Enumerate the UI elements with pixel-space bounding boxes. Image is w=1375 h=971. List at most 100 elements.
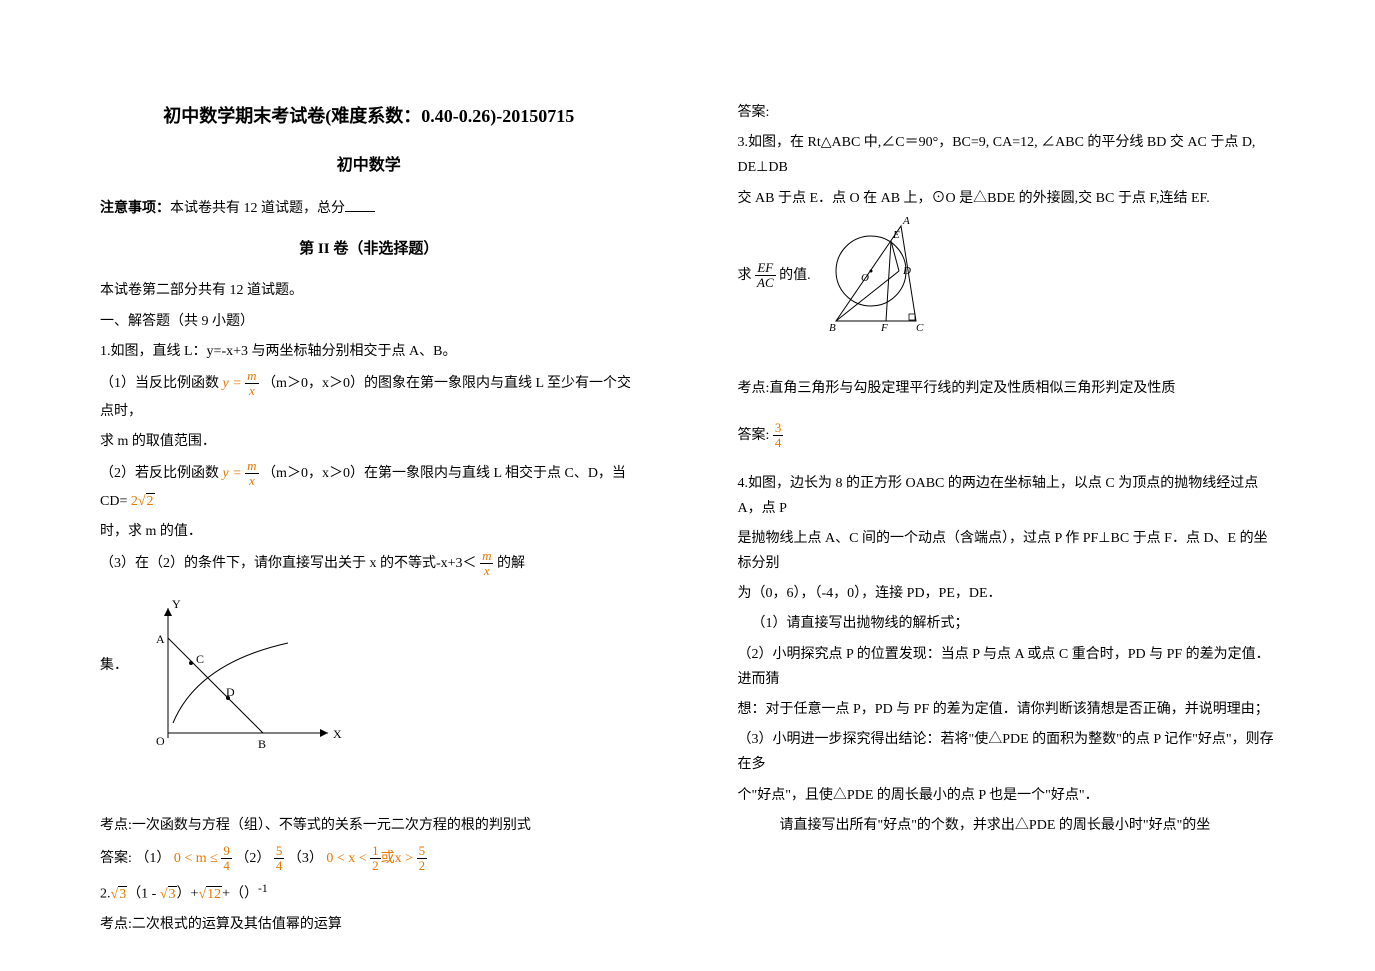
- q2-pre: 2.: [100, 887, 111, 902]
- x-den3: x: [480, 564, 493, 578]
- g2-a: A: [902, 216, 910, 227]
- x-den: x: [245, 384, 258, 398]
- g2-c: C: [916, 322, 924, 334]
- q4-stem2: 是抛物线上点 A、C 间的一个动点（含端点），过点 P 作 PF⊥BC 于点 F…: [738, 526, 1276, 576]
- sqrt3a: 3: [118, 886, 127, 902]
- q4-p1: （1）请直接写出抛物线的解析式；: [752, 611, 1276, 636]
- n12: 1: [370, 844, 381, 859]
- q4-p2a: （2）小明探究点 P 的位置发现：当点 P 与点 A 或点 C 重合时，PD 与…: [738, 642, 1276, 692]
- label-x: X: [333, 727, 342, 741]
- ac-den: AC: [755, 276, 776, 290]
- n52: 5: [417, 844, 428, 859]
- q1-p3-end: 的解: [497, 556, 525, 571]
- q1-part3: （3）在（2）的条件下，请你直接写出关于 x 的不等式-x+3＜ m x 的解: [100, 549, 638, 579]
- n94: 9: [221, 844, 232, 859]
- label-c: C: [196, 652, 204, 666]
- m-num3: m: [480, 549, 493, 564]
- q4-p3a: （3）小明进一步探究得出结论：若将"使△PDE 的面积为整数"的点 P 记作"好…: [738, 727, 1276, 777]
- g2-e: E: [892, 229, 900, 241]
- ineq3a: 0 < x <: [326, 851, 366, 866]
- frac94: 94: [221, 844, 232, 874]
- n54: 5: [274, 844, 285, 859]
- g2-d: D: [902, 265, 911, 277]
- q1-part1: （1）当反比例函数 y = m x （m＞0，x＞0）的图象在第一象限内与直线 …: [100, 369, 638, 424]
- frac34: 3 4: [773, 421, 784, 451]
- frac54: 54: [274, 844, 285, 874]
- ineq1: 0 < m ≤: [174, 851, 218, 866]
- q1-p2-end: 时，求 m 的值．: [100, 519, 638, 544]
- right-column: 答案: 3.如图，在 Rt△ABC 中,∠C＝90°，BC=9, CA=12, …: [688, 0, 1375, 971]
- q2-b: ）+: [177, 887, 199, 902]
- label-a: A: [156, 632, 165, 646]
- d52: 2: [417, 859, 428, 873]
- part-a-header: 一、解答题（共 9 小题）: [100, 309, 638, 334]
- find-post: 的值.: [779, 268, 811, 283]
- sqrt12: 12: [206, 886, 222, 902]
- y-eq: y =: [223, 376, 242, 391]
- q2-stem: 2.3（1 - 3）+12+（）-1: [100, 878, 638, 907]
- q4-p3b: 个"好点"，且使△PDE 的周长最小的点 P 也是一个"好点"．: [738, 783, 1276, 808]
- q1-stem: 1.如图，直线 L：y=-x+3 与两坐标轴分别相交于点 A、B。: [100, 339, 638, 364]
- exam-title: 初中数学期末考试卷(难度系数：0.40-0.26)-20150715: [100, 100, 638, 132]
- q3-stem: 3.如图，在 Rt△ABC 中,∠C＝90°，BC=9, CA=12, ∠ABC…: [738, 130, 1276, 180]
- q2-exp: -1: [258, 882, 268, 895]
- label-y: Y: [172, 597, 181, 611]
- q2-c: +（）: [222, 887, 258, 902]
- g2-b: B: [829, 322, 836, 334]
- ans3-pre: （3）: [288, 851, 323, 866]
- q3-graph: A B C D E F O: [811, 216, 951, 336]
- q2-sqrt12: 12: [198, 887, 222, 902]
- ef-num: EF: [755, 261, 776, 276]
- q1-topic: 考点:一次函数与方程（组）、不等式的关系一元二次方程的根的判别式: [100, 813, 638, 838]
- q3-answer: 答案: 3 4: [738, 421, 1276, 451]
- q2-a: （1 -: [127, 887, 160, 902]
- q3-topic: 考点:直角三角形与勾股定理平行线的判定及性质相似三角形判定及性质: [738, 376, 1276, 401]
- ans1-val: 0 < m ≤ 94: [174, 851, 235, 866]
- g2-f: F: [880, 322, 888, 334]
- m-num: m: [245, 369, 258, 384]
- q1-p2-pre: （2）若反比例函数: [100, 466, 219, 481]
- find-pre: 求: [738, 268, 752, 283]
- notice-line: 注意事项：本试卷共有 12 道试题，总分: [100, 196, 638, 221]
- frac52: 52: [417, 844, 428, 874]
- y-eq2: y =: [223, 466, 242, 481]
- q3-find-row: 求 EF AC 的值. A B C D E F O: [738, 216, 1276, 336]
- ans-label2: 答案:: [738, 428, 770, 443]
- q1-graph: Y X O A B C D: [128, 593, 348, 763]
- frac-m-x2: m x: [245, 459, 258, 489]
- exam-subtitle: 初中数学: [100, 152, 638, 181]
- q1-formula2: y = m x: [223, 466, 263, 481]
- frac-ef-ac: EF AC: [755, 261, 776, 291]
- q3-find: 求 EF AC 的值.: [738, 261, 811, 291]
- n34: 3: [773, 421, 784, 436]
- or-word: 或: [381, 851, 395, 866]
- ans-label: 答案:: [100, 851, 132, 866]
- frac-m-x3: m x: [480, 549, 493, 579]
- section-ii-intro: 本试卷第二部分共有 12 道试题。: [100, 278, 638, 303]
- q1-answer: 答案: （1） 0 < m ≤ 94 （2） 54 （3） 0 < x < 12…: [100, 844, 638, 874]
- d34: 4: [773, 436, 784, 450]
- ans-top: 答案:: [738, 100, 1276, 125]
- frac12: 12: [370, 844, 381, 874]
- d12: 2: [370, 859, 381, 873]
- sqrt3b: 3: [168, 886, 177, 902]
- g2-o: O: [861, 272, 869, 284]
- q1-p1-end: 求 m 的取值范围．: [100, 429, 638, 454]
- d54: 4: [274, 859, 285, 873]
- q1-p3-pre: （3）在（2）的条件下，请你直接写出关于 x 的不等式-x+3＜: [100, 556, 477, 571]
- q1-part2: （2）若反比例函数 y = m x （m＞0，x＞0）在第一象限内与直线 L 相…: [100, 459, 638, 514]
- q2-topic: 考点:二次根式的运算及其估值幂的运算: [100, 912, 638, 937]
- d94: 4: [221, 859, 232, 873]
- set-word: 集．: [100, 583, 128, 678]
- ans2-pre: （2）: [235, 851, 270, 866]
- graph-row: 集． Y X O A B C D: [100, 583, 638, 773]
- q3-stem-a: 3.如图，在 Rt△ABC 中,∠C＝90°，BC=9, CA=12, ∠ABC…: [738, 135, 1256, 175]
- q4-p3c: 请直接写出所有"好点"的个数，并求出△PDE 的周长最小时"好点"的坐: [780, 813, 1276, 838]
- ans3-val: 0 < x < 12或x > 52: [326, 851, 427, 866]
- ans1-pre: （1）: [135, 851, 170, 866]
- blank-line: [345, 211, 375, 212]
- q3-stem2: 交 AB 于点 E．点 O 在 AB 上，⊙O 是△BDE 的外接圆,交 BC …: [738, 186, 1276, 211]
- x-den2: x: [245, 474, 258, 488]
- label-o: O: [156, 734, 165, 748]
- q1-formula1: y = m x: [223, 376, 263, 391]
